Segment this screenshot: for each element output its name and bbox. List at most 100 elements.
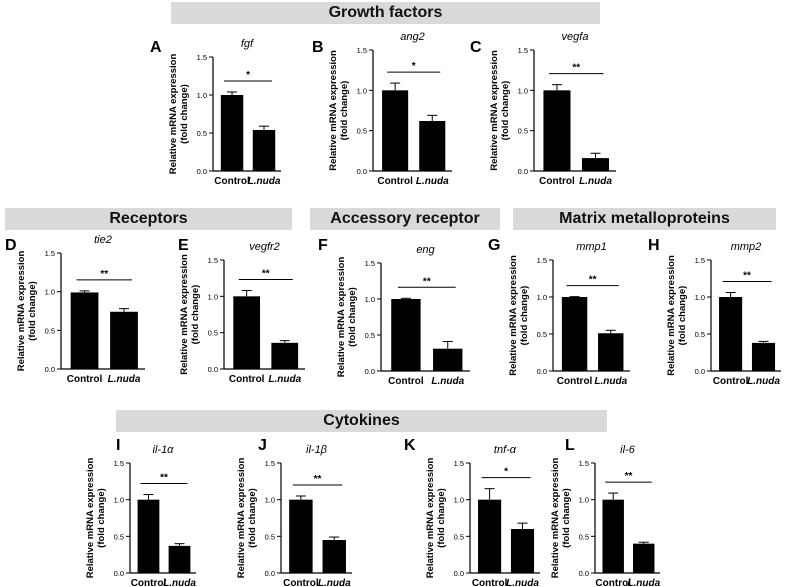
panel-k-bar-treatment bbox=[510, 529, 535, 573]
panel-h-ytick-label: 0.5 bbox=[695, 330, 705, 339]
panel-i-category-label: Control bbox=[131, 578, 167, 587]
panel-d-category-label: Control bbox=[67, 374, 103, 385]
panel-f-letter: F bbox=[318, 237, 328, 254]
panel-b-significance-label: * bbox=[412, 61, 416, 72]
panel-c-bar-treatment bbox=[581, 158, 610, 171]
panel-h-ytick-label: 0.0 bbox=[695, 367, 705, 376]
panel-f-ytick-label: 1.5 bbox=[365, 259, 375, 268]
panel-l-bar-treatment bbox=[633, 543, 655, 573]
panel-j-title: il-1β bbox=[306, 444, 328, 456]
panel-e-category-label: L.nuda bbox=[268, 374, 301, 385]
panel-a-category-label: L.nuda bbox=[248, 176, 281, 187]
panel-b-letter: B bbox=[312, 39, 324, 56]
panel-h-category-label: L.nuda bbox=[747, 376, 780, 387]
panel-i-letter: I bbox=[116, 437, 120, 454]
panel-g-title: mmp1 bbox=[576, 241, 607, 253]
panel-d-ytick-label: 1.5 bbox=[45, 249, 55, 258]
panel-l-ylabel-line1: Relative mRNA expression bbox=[550, 458, 561, 579]
panel-i-title: il-1α bbox=[153, 444, 175, 456]
panel-b-ylabel-line1: Relative mRNA expression bbox=[328, 50, 339, 171]
panel-j-category-label: Control bbox=[283, 578, 319, 587]
panel-g-category-label: Control bbox=[557, 376, 593, 387]
panel-f-ylabel-line1: Relative mRNA expression bbox=[336, 257, 347, 378]
panel-c-significance-label: ** bbox=[572, 63, 580, 74]
panel-k-ytick-label: 0.5 bbox=[454, 532, 464, 541]
panel-e-bar-control bbox=[233, 296, 261, 369]
panel-f-bar-control bbox=[391, 299, 421, 371]
panel-l-bar-control bbox=[602, 499, 624, 573]
panel-i-ytick-label: 1.5 bbox=[114, 459, 124, 468]
panel-a-ytick-label: 0.0 bbox=[197, 167, 207, 176]
panel-i-ylabel-line2: (fold change) bbox=[96, 488, 107, 548]
panel-l-title: il-6 bbox=[620, 444, 636, 456]
panel-j-bar-treatment bbox=[322, 540, 346, 573]
panel-a-letter: A bbox=[150, 39, 162, 56]
panel-f-category-label: L.nuda bbox=[431, 376, 464, 387]
panel-d-bar-control bbox=[70, 292, 99, 369]
panel-c-ylabel-line1: Relative mRNA expression bbox=[489, 50, 500, 171]
panel-g-letter: G bbox=[488, 237, 500, 254]
panel-b-ytick-label: 1.0 bbox=[357, 86, 367, 95]
panel-j-ytick-label: 0.5 bbox=[265, 532, 275, 541]
panel-b-category-label: L.nuda bbox=[416, 176, 449, 187]
panel-c-ytick-label: 1.0 bbox=[518, 86, 528, 95]
panel-d-ylabel-line1: Relative mRNA expression bbox=[16, 251, 27, 372]
panel-e-ylabel-line2: (fold change) bbox=[190, 285, 201, 345]
panel-e-ylabel-line1: Relative mRNA expression bbox=[179, 254, 190, 375]
panel-k-category-label: L.nuda bbox=[506, 578, 539, 587]
panel-b-bar-treatment bbox=[419, 120, 446, 171]
panel-k-significance-label: * bbox=[504, 467, 508, 478]
panel-g-ytick-label: 1.5 bbox=[537, 256, 547, 265]
panel-c-category-label: Control bbox=[539, 176, 575, 187]
panel-k-category-label: Control bbox=[472, 578, 508, 587]
panel-h-title: mmp2 bbox=[731, 241, 762, 253]
panel-a-ylabel-line1: Relative mRNA expression bbox=[168, 54, 179, 175]
panel-b-ytick-label: 0.5 bbox=[357, 127, 367, 136]
panel-e-title: vegfr2 bbox=[249, 241, 280, 253]
panel-e-letter: E bbox=[178, 237, 189, 254]
panel-j-significance-label: ** bbox=[314, 474, 322, 485]
panel-d-bar-treatment bbox=[110, 311, 138, 369]
panel-i-significance-label: ** bbox=[160, 473, 168, 484]
panel-j-ytick-label: 0.0 bbox=[265, 569, 275, 578]
panel-h-significance-label: ** bbox=[743, 271, 751, 282]
panel-a-ytick-label: 0.5 bbox=[197, 129, 207, 138]
panel-f-category-label: Control bbox=[388, 376, 424, 387]
panel-a-significance-label: * bbox=[246, 70, 250, 81]
panel-d-category-label: L.nuda bbox=[108, 374, 141, 385]
panel-h-bar-treatment bbox=[751, 342, 776, 371]
panel-c-ytick-label: 1.5 bbox=[518, 46, 528, 55]
panel-i-ytick-label: 0.0 bbox=[114, 569, 124, 578]
panel-l-significance-label: ** bbox=[625, 471, 633, 482]
panel-c-category-label: L.nuda bbox=[579, 176, 612, 187]
panel-j-ytick-label: 1.5 bbox=[265, 459, 275, 468]
panel-a-title: fgf bbox=[241, 38, 254, 50]
panel-l-category-label: L.nuda bbox=[627, 578, 660, 587]
panel-f-ytick-label: 0.5 bbox=[365, 331, 375, 340]
panel-h-ytick-label: 1.0 bbox=[695, 293, 705, 302]
panel-k-ytick-label: 0.0 bbox=[454, 569, 464, 578]
panel-i-bar-control bbox=[137, 499, 160, 573]
panel-g-significance-label: ** bbox=[589, 275, 597, 286]
panel-g-ytick-label: 0.5 bbox=[537, 330, 547, 339]
section-banner-cytokines: Cytokines bbox=[116, 410, 607, 432]
panel-d-letter: D bbox=[5, 237, 17, 254]
panel-l-ytick-label: 0.0 bbox=[579, 569, 589, 578]
panel-b-ylabel-line2: (fold change) bbox=[339, 81, 350, 141]
panel-g-bar-control bbox=[561, 297, 588, 371]
panel-d-ytick-label: 1.0 bbox=[45, 288, 55, 297]
panel-a-ytick-label: 1.0 bbox=[197, 91, 207, 100]
panel-h-ylabel-line1: Relative mRNA expression bbox=[666, 255, 677, 376]
section-banner-accessory-receptor: Accessory receptor bbox=[310, 208, 500, 230]
panel-f-significance-label: ** bbox=[423, 276, 431, 287]
panel-i-bar-treatment bbox=[168, 545, 191, 573]
panel-l-ytick-label: 1.5 bbox=[579, 459, 589, 468]
panel-c-ytick-label: 0.5 bbox=[518, 127, 528, 136]
panel-f-title: eng bbox=[416, 244, 435, 256]
panel-b-ytick-label: 0.0 bbox=[357, 167, 367, 176]
panel-c-ylabel-line2: (fold change) bbox=[500, 81, 511, 141]
panel-a-bar-treatment bbox=[252, 129, 276, 171]
panel-c-ytick-label: 0.0 bbox=[518, 167, 528, 176]
panel-j-letter: J bbox=[258, 437, 267, 454]
